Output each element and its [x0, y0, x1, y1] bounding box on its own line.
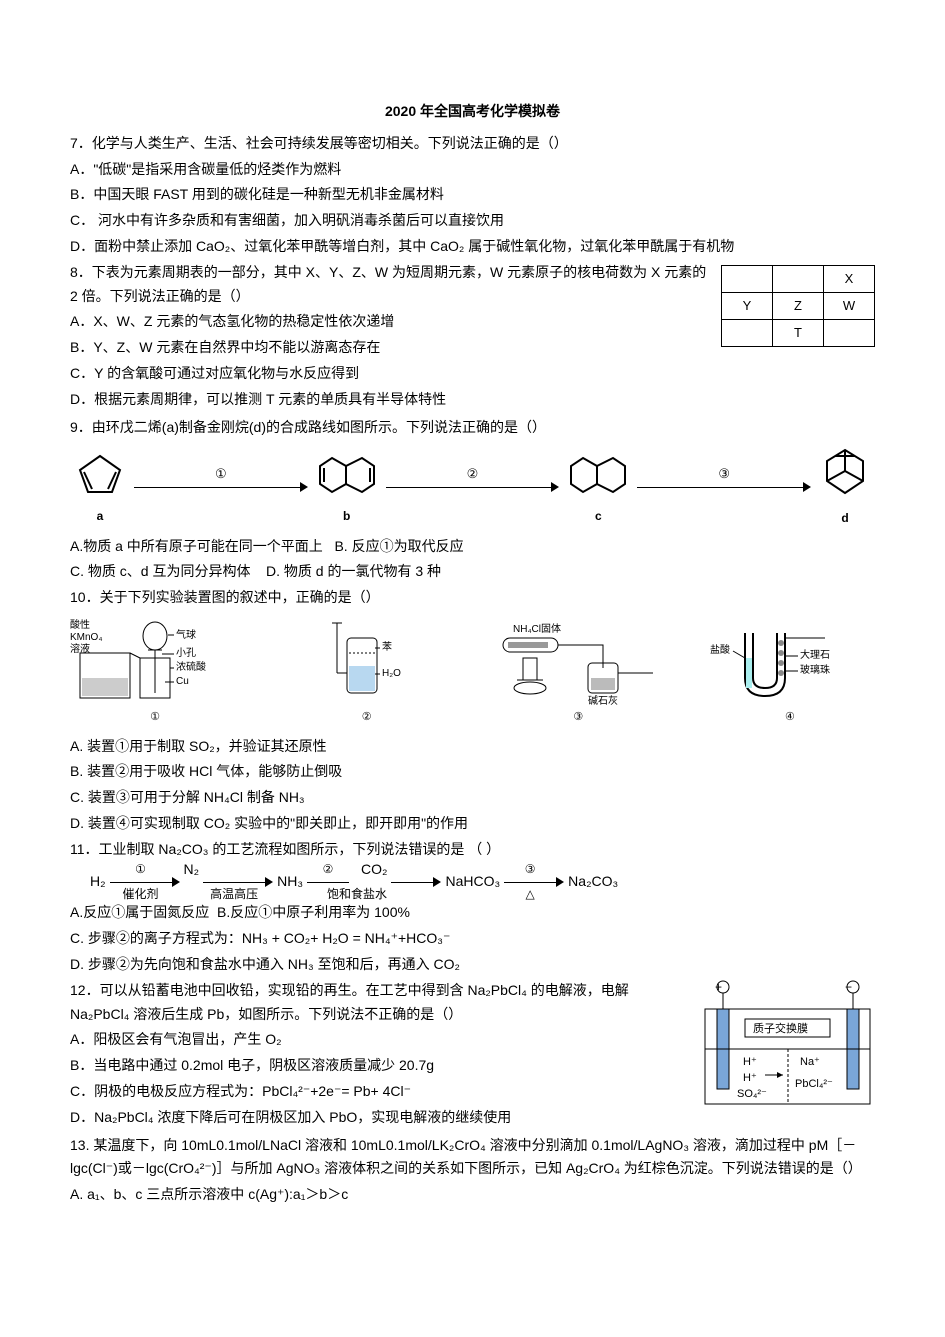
mol-d-label: d [815, 508, 875, 528]
q13-opt-a: A. a₁、b、c 三点所示溶液中 c(Ag⁺):a₁＞b＞c [70, 1183, 875, 1207]
pt-cell [722, 319, 773, 346]
step-3-label: ③ [718, 463, 730, 485]
synthesis-route: a ① b ② c ③ d [70, 445, 875, 528]
svg-text:SO₄²⁻: SO₄²⁻ [737, 1088, 767, 1100]
q9-opt-a: A.物质 a 中所有原子可能在同一个平面上 [70, 538, 323, 554]
step-2-label: ② [467, 463, 479, 485]
flow-step-1b: 高温高压 [203, 872, 273, 892]
device-1: 气球 小孔 浓硫酸 Cu 酸性KMnO₄溶液 ① [70, 618, 240, 727]
pt-cell: X [824, 265, 875, 292]
electrolysis-figure: + − 质子交换膜 H⁺ H⁺ SO₄²⁻ Na⁺ PbCl₄²⁻ [695, 979, 875, 1122]
q11-opt-a: A.反应①属于固氮反应 [70, 904, 209, 920]
svg-text:NH₄Cl固体: NH₄Cl固体 [513, 623, 561, 635]
molecule-a-icon [70, 448, 130, 498]
pt-cell: T [773, 319, 824, 346]
mol-c-label: c [563, 506, 633, 526]
q7-stem: 7．化学与人类生产、生活、社会可持续发展等密切相关。下列说法正确的是（） [70, 132, 875, 156]
svg-text:质子交换膜: 质子交换膜 [753, 1021, 808, 1035]
q10-stem: 10．关于下列实验装置图的叙述中，正确的是（） [70, 586, 875, 610]
svg-text:苯: 苯 [382, 640, 392, 653]
step-2-arrow: ② [386, 477, 560, 497]
q7-opt-a: A．"低碳"是指采用含碳量低的烃类作为燃料 [70, 158, 875, 182]
svg-text:浓硫酸: 浓硫酸 [176, 660, 206, 673]
device-2-number: ② [282, 708, 452, 727]
q11-opt-d: D. 步骤②为先向饱和食盐水中通入 NH₃ 至饱和后，再通入 CO₂ [70, 953, 875, 977]
flow-co2: CO₂ [361, 858, 387, 882]
svg-text:碱石灰: 碱石灰 [588, 694, 618, 707]
q8-opt-d: D．根据元素周期律，可以推测 T 元素的单质具有半导体特性 [70, 388, 875, 412]
device-3-number: ③ [493, 708, 663, 727]
pt-cell: W [824, 292, 875, 319]
q8-opt-c: C．Y 的含氧酸可通过对应氧化物与水反应得到 [70, 362, 875, 386]
device-1-left-label: 酸性KMnO₄溶液 [70, 620, 108, 656]
flow-step-2a: ② 饱和食盐水 [307, 872, 357, 892]
svg-text:PbCl₄²⁻: PbCl₄²⁻ [795, 1078, 833, 1090]
q9-opt-d: D. 物质 d 的一氯代物有 3 种 [266, 563, 441, 579]
q10-opt-d: D. 装置④可实现制取 CO₂ 实验中的"即关即止，即开即用"的作用 [70, 812, 875, 836]
q7-opt-d: D．面粉中禁止添加 CaO₂、过氧化苯甲酰等增白剂，其中 CaO₂ 属于碱性氧化… [70, 235, 875, 259]
svg-text:Na⁺: Na⁺ [800, 1056, 820, 1068]
device-4: 盐酸 大理石 玻璃珠 ④ [705, 618, 875, 727]
device-1-number: ① [70, 708, 240, 727]
svg-text:大理石: 大理石 [800, 648, 830, 661]
q10-opt-c: C. 装置③可用于分解 NH₄Cl 制备 NH₃ [70, 786, 875, 810]
pt-cell: Z [773, 292, 824, 319]
q13-stem: 13. 某温度下，向 10mL0.1mol/LNaCl 溶液和 10mL0.1m… [70, 1134, 875, 1182]
svg-text:+: + [715, 980, 722, 994]
page-title: 2020 年全国高考化学模拟卷 [70, 100, 875, 124]
step-1-arrow: ① [134, 477, 308, 497]
q9-opt-c: C. 物质 c、d 互为同分异构体 [70, 563, 250, 579]
molecule-b-icon [312, 448, 382, 498]
pt-cell [773, 265, 824, 292]
molecule-d-icon [815, 445, 875, 500]
svg-text:−: − [845, 980, 852, 994]
step-3-arrow: ③ [637, 477, 811, 497]
device-3: NH₄Cl固体 碱石灰 ③ [493, 618, 663, 727]
flow-step-2b [391, 872, 441, 892]
q11-opt-c: C. 步骤②的离子方程式为：NH₃ + CO₂+ H₂O = NH₄⁺+HCO₃… [70, 927, 875, 951]
periodic-table-fragment: X Y Z W T [721, 265, 875, 347]
flow-n2: N₂ [184, 858, 200, 882]
mol-a-label: a [70, 506, 130, 526]
pt-cell [824, 319, 875, 346]
device-2: 苯 H₂O ② [282, 618, 452, 727]
flow-nahco3: NaHCO₃ [445, 870, 500, 894]
svg-text:H⁺: H⁺ [743, 1072, 757, 1084]
flow-step-3: ③ △ [504, 872, 564, 892]
svg-text:Cu: Cu [176, 676, 189, 687]
q10-opt-b: B. 装置②用于吸收 HCl 气体，能够防止倒吸 [70, 760, 875, 784]
step-1-label: ① [215, 463, 227, 485]
q10-opt-a: A. 装置①用于制取 SO₂，并验证其还原性 [70, 735, 875, 759]
flow-h2: H₂ [90, 870, 106, 894]
svg-text:气球: 气球 [176, 628, 196, 641]
q11-opt-b: B.反应①中原子利用率为 100% [217, 904, 410, 920]
pt-cell: Y [722, 292, 773, 319]
svg-text:H⁺: H⁺ [743, 1056, 757, 1068]
svg-text:盐酸: 盐酸 [710, 643, 730, 656]
q9-stem: 9．由环戊二烯(a)制备金刚烷(d)的合成路线如图所示。下列说法正确的是（） [70, 416, 875, 440]
q7-opt-b: B．中国天眼 FAST 用到的碳化硅是一种新型无机非金属材料 [70, 183, 875, 207]
flow-na2co3: Na₂CO₃ [568, 870, 618, 894]
pt-cell [722, 265, 773, 292]
q7-opt-c: C． 河水中有许多杂质和有害细菌，加入明矾消毒杀菌后可以直接饮用 [70, 209, 875, 233]
flow-step-1a: ① 催化剂 [110, 872, 180, 892]
svg-text:H₂O: H₂O [382, 668, 401, 679]
process-flow: H₂ ① 催化剂 N₂ 高温高压 NH₃ ② 饱和食盐水 CO₂ NaHCO₃ … [70, 870, 875, 894]
apparatus-row: 气球 小孔 浓硫酸 Cu 酸性KMnO₄溶液 ① 苯 H₂O ② [70, 618, 875, 727]
molecule-c-icon [563, 448, 633, 498]
svg-text:玻璃珠: 玻璃珠 [800, 663, 830, 676]
q9-opt-b: B. 反应①为取代反应 [334, 538, 463, 554]
mol-b-label: b [312, 506, 382, 526]
device-4-number: ④ [705, 708, 875, 727]
svg-text:小孔: 小孔 [176, 647, 196, 659]
